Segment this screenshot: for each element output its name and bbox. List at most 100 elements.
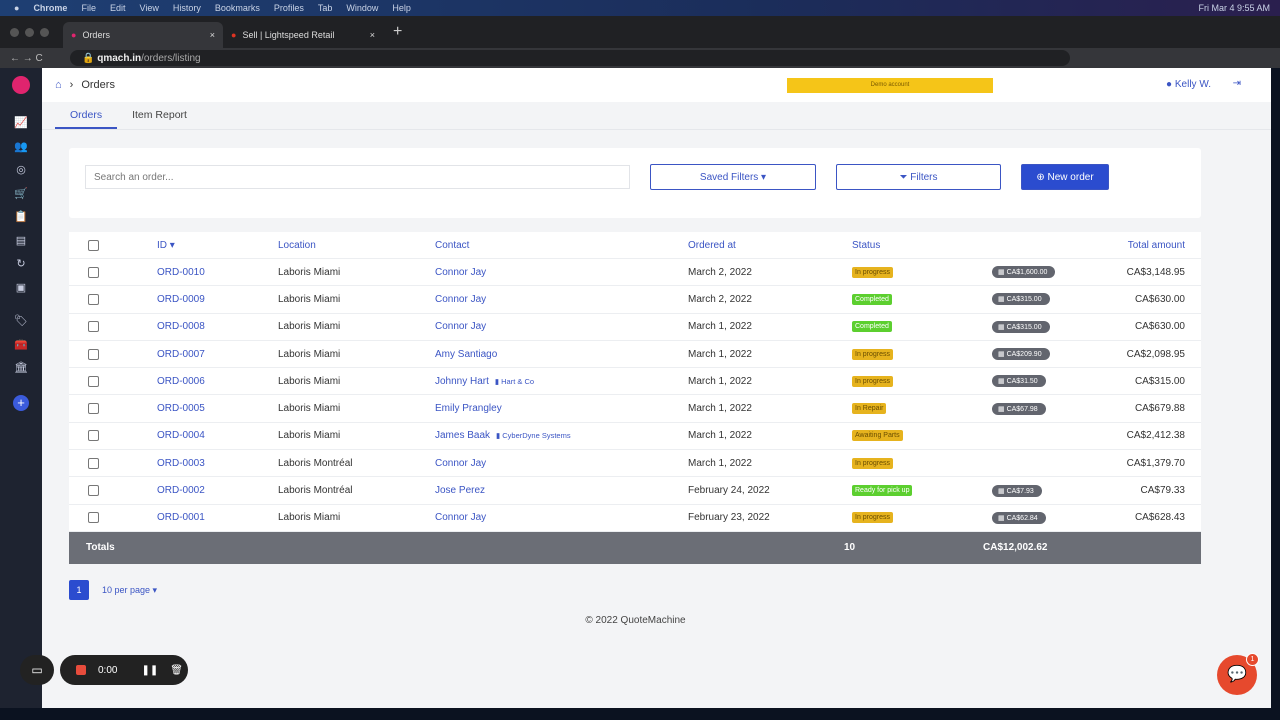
os-menu-item[interactable]: History [172, 3, 201, 13]
col-status[interactable]: Status [852, 239, 881, 251]
table-row[interactable]: ORD-0004 Laboris Miami James Baak ▮ Cyber… [69, 423, 1201, 451]
toolbox-icon[interactable]: 🧰 [14, 338, 28, 351]
os-menu-item[interactable]: File [81, 3, 96, 13]
close-icon[interactable]: × [209, 30, 215, 40]
contact-link[interactable]: Jose Perez [435, 485, 486, 497]
table-row[interactable]: ORD-0003 Laboris Montréal Connor Jay Mar… [69, 450, 1201, 478]
contact-link[interactable]: Amy Santiago [435, 348, 498, 360]
contact-link[interactable]: Emily Prangley [435, 403, 502, 415]
order-id-link[interactable]: ORD-0006 [157, 375, 205, 387]
row-checkbox[interactable] [88, 375, 99, 387]
tag-icon[interactable]: 🏷 [14, 315, 28, 327]
order-id-link[interactable]: ORD-0005 [157, 403, 205, 415]
url-field[interactable]: 🔒 qmach.in/orders/listing [70, 50, 1070, 66]
contact-link[interactable]: Johnny Hart [435, 375, 489, 387]
browser-tab-orders[interactable]: ● Orders × [63, 22, 223, 48]
order-id-link[interactable]: ORD-0008 [157, 321, 205, 333]
order-id-link[interactable]: ORD-0001 [157, 512, 205, 524]
tab-orders[interactable]: Orders [55, 102, 118, 129]
table-row[interactable]: ORD-0008 Laboris Miami Connor Jay March … [69, 314, 1201, 341]
add-icon[interactable]: + [13, 394, 29, 411]
search-input[interactable]: Search an order... [85, 165, 630, 189]
home-icon[interactable]: ⌂ [55, 79, 62, 91]
window-controls[interactable] [10, 27, 49, 37]
users-icon[interactable]: 👥 [14, 140, 28, 153]
row-checkbox[interactable] [88, 430, 99, 442]
order-id-link[interactable]: ORD-0004 [157, 430, 205, 442]
contact-link[interactable]: Connor Jay [435, 293, 487, 305]
contact-link[interactable]: Connor Jay [435, 457, 487, 469]
order-id-link[interactable]: ORD-0002 [157, 485, 205, 497]
row-checkbox[interactable] [88, 485, 99, 497]
os-menu-item[interactable]: Edit [109, 3, 126, 13]
clipboard-icon[interactable]: 📋 [14, 211, 28, 223]
row-checkbox[interactable] [88, 321, 99, 333]
os-menu-item[interactable]: Window [346, 3, 379, 13]
company-link[interactable]: ▮ CyberDyne Systems [496, 431, 571, 441]
per-page-select[interactable]: 10 per page ▾ [102, 584, 158, 595]
money-icon: ▦ [998, 269, 1007, 277]
contact-link[interactable]: Connor Jay [435, 321, 487, 333]
nav-icons[interactable]: ← → C [10, 52, 43, 64]
order-id-link[interactable]: ORD-0009 [157, 293, 205, 305]
col-ordered-at[interactable]: Ordered at [688, 239, 736, 251]
os-menu-item[interactable]: Tab [317, 3, 333, 13]
os-menu-item[interactable]: Bookmarks [214, 3, 260, 13]
pause-icon[interactable]: ❚❚ [141, 664, 159, 676]
company-link[interactable]: ▮ Hart & Co [494, 376, 535, 386]
card-icon[interactable]: ▤ [15, 234, 27, 247]
table-row[interactable]: ORD-0009 Laboris Miami Connor Jay March … [69, 286, 1201, 314]
chart-icon[interactable]: 📈 [14, 117, 28, 129]
os-menu-item[interactable]: View [139, 3, 159, 13]
table-row[interactable]: ORD-0005 Laboris Miami Emily Prangley Ma… [69, 395, 1201, 423]
table-row[interactable]: ORD-0002 Laboris Montréal Jose Perez Feb… [69, 477, 1201, 505]
table-row[interactable]: ORD-0006 Laboris Miami Johnny Hart ▮ Hart… [69, 368, 1201, 396]
money-icon: ▦ [998, 296, 1007, 304]
chat-launcher[interactable]: 💬 1 [1217, 653, 1259, 695]
sync-icon[interactable]: ↻ [16, 258, 26, 270]
table-row[interactable]: ORD-0010 Laboris Miami Connor Jay March … [69, 259, 1201, 287]
order-id-link[interactable]: ORD-0003 [157, 457, 205, 469]
app-logo[interactable] [12, 76, 30, 94]
col-id[interactable]: ID ▾ [157, 239, 175, 251]
new-tab-icon[interactable]: + [393, 23, 403, 40]
apple-icon[interactable]: ● [14, 3, 20, 13]
order-id-link[interactable]: ORD-0007 [157, 348, 205, 360]
row-checkbox[interactable] [88, 403, 99, 415]
tab-item-report[interactable]: Item Report [132, 109, 187, 121]
cart-icon[interactable]: 🛒 [14, 187, 28, 200]
col-contact[interactable]: Contact [435, 239, 470, 251]
logout-icon[interactable]: ⇥ [1232, 78, 1241, 89]
user-menu[interactable]: ● Kelly W. [1166, 79, 1211, 90]
row-checkbox[interactable] [88, 348, 99, 360]
row-checkbox[interactable] [88, 512, 99, 524]
saved-filters-button[interactable]: Saved Filters ▾ [650, 164, 816, 190]
calendar-icon[interactable]: ▣ [15, 281, 27, 294]
camera-icon[interactable]: ▭ [20, 655, 54, 685]
browser-tab-lightspeed[interactable]: ● Sell | Lightspeed Retail × [231, 30, 375, 40]
contact-link[interactable]: James Baak [435, 430, 491, 442]
stop-icon[interactable] [76, 665, 86, 675]
status-badge: In Repair [852, 403, 887, 415]
col-total[interactable]: Total amount [1127, 239, 1185, 251]
contact-link[interactable]: Connor Jay [435, 266, 487, 278]
row-checkbox[interactable] [88, 266, 99, 278]
table-row[interactable]: ORD-0007 Laboris Miami Amy Santiago Marc… [69, 341, 1201, 369]
select-all-checkbox[interactable] [88, 239, 99, 251]
contact-link[interactable]: Connor Jay [435, 512, 487, 524]
order-id-link[interactable]: ORD-0010 [157, 266, 205, 278]
row-checkbox[interactable] [88, 457, 99, 469]
close-icon[interactable]: × [369, 30, 375, 40]
row-checkbox[interactable] [88, 293, 99, 305]
new-order-button[interactable]: ⊕ New order [1021, 164, 1109, 190]
bank-icon[interactable]: 🏛 [14, 362, 28, 374]
table-row[interactable]: ORD-0001 Laboris Miami Connor Jay Februa… [69, 505, 1201, 532]
os-menu-item[interactable]: Chrome [33, 3, 68, 13]
os-menu-item[interactable]: Profiles [273, 3, 304, 13]
filters-button[interactable]: ⏷ Filters [836, 164, 1001, 190]
page-1-button[interactable]: 1 [69, 580, 89, 600]
support-icon[interactable]: ◎ [16, 164, 26, 176]
os-menu-item[interactable]: Help [392, 3, 411, 13]
col-location[interactable]: Location [278, 239, 316, 251]
trash-icon[interactable]: 🗑 [170, 664, 183, 676]
